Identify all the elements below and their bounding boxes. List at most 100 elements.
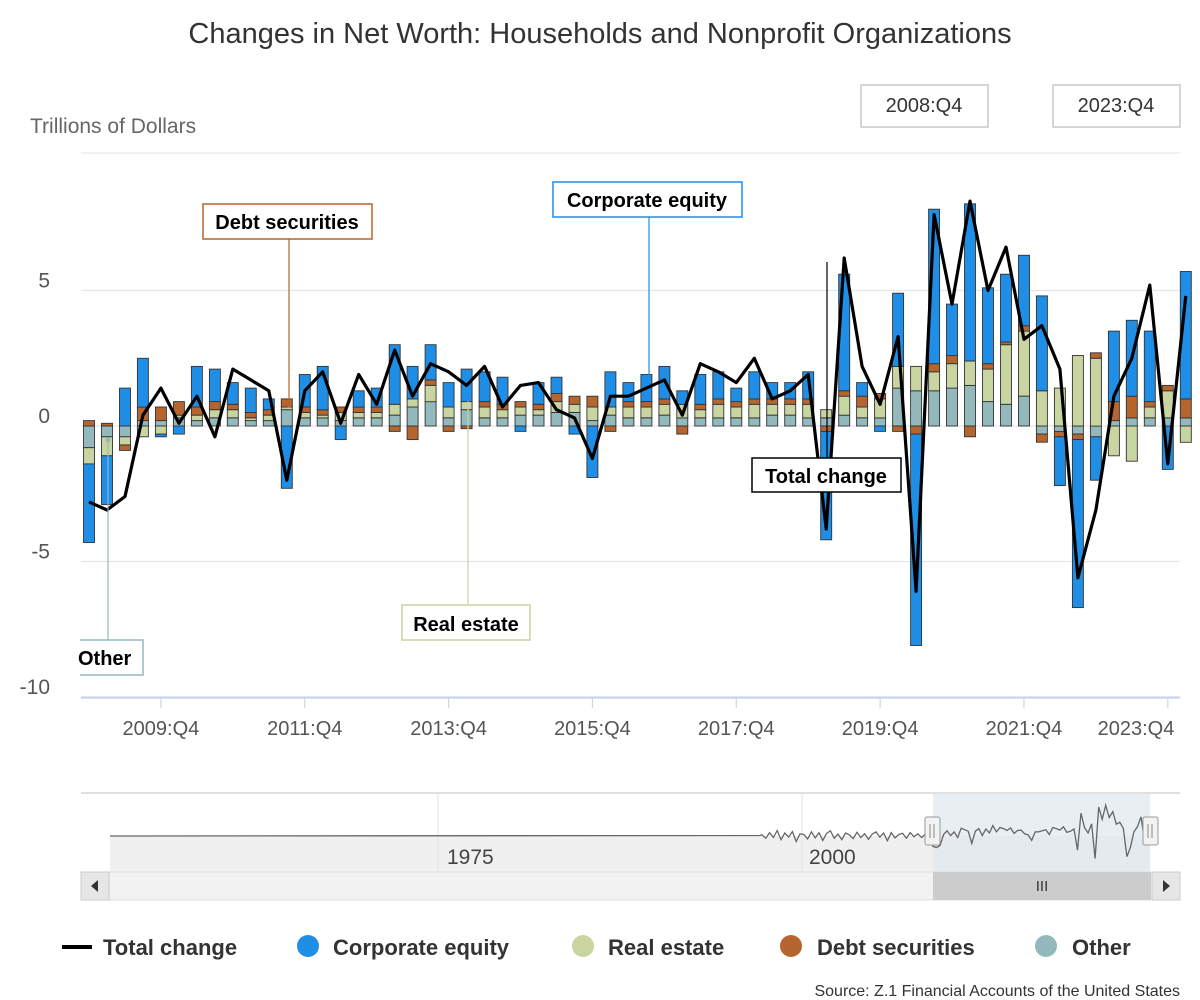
bar-debt-securities[interactable] [730,401,743,408]
bar-real-estate[interactable] [568,403,581,413]
bar-other[interactable] [226,417,239,427]
bar-debt-securities[interactable] [1125,395,1138,419]
bar-real-estate[interactable] [532,409,545,416]
bar-real-estate[interactable] [1053,387,1066,427]
bar-real-estate[interactable] [910,365,923,392]
bar-other[interactable] [119,425,131,438]
bar-real-estate[interactable] [820,409,833,419]
bar-debt-securities[interactable] [838,390,851,397]
bar-debt-securities[interactable] [172,401,185,416]
bar-real-estate[interactable] [1071,355,1084,427]
bar-corporate-equity[interactable] [748,371,761,400]
legend-item-corporate-equity[interactable]: Corporate equity [297,935,510,960]
bar-other[interactable] [1143,417,1156,427]
bar-corporate-equity[interactable] [1000,273,1012,343]
bar-real-estate[interactable] [928,371,941,392]
bar-debt-securities[interactable] [568,395,581,405]
bar-real-estate[interactable] [83,447,95,465]
bar-corporate-equity[interactable] [586,425,599,478]
bar-real-estate[interactable] [640,406,653,419]
bar-real-estate[interactable] [226,409,239,419]
bar-real-estate[interactable] [1000,344,1012,405]
bar-debt-securities[interactable] [1089,352,1102,359]
bar-other[interactable] [101,425,113,438]
bar-corporate-equity[interactable] [388,344,401,405]
bar-corporate-equity[interactable] [172,425,185,435]
bar-real-estate[interactable] [316,414,329,419]
bar-debt-securities[interactable] [1035,433,1048,443]
bar-other[interactable] [604,414,617,427]
legend-item-debt-securities[interactable]: Debt securities [780,935,975,960]
navigator-handle-left[interactable] [924,816,941,846]
bar-corporate-equity[interactable] [1053,436,1066,487]
bar-other[interactable] [964,384,976,427]
bar-corporate-equity[interactable] [910,433,923,646]
bar-real-estate[interactable] [370,411,383,419]
navigator-selected-range[interactable] [933,794,1150,872]
bar-corporate-equity[interactable] [550,376,563,394]
bar-real-estate[interactable] [766,403,779,416]
bar-other[interactable] [946,387,958,427]
bar-debt-securities[interactable] [946,355,958,365]
bar-other[interactable] [856,417,869,427]
navigator[interactable]: 1975 2000 III [80,792,1181,901]
bar-real-estate[interactable] [496,409,509,419]
bar-corporate-equity[interactable] [136,357,149,408]
bar-debt-securities[interactable] [460,425,473,430]
bar-other[interactable] [442,417,455,427]
bar-other[interactable] [370,417,383,427]
bar-corporate-equity[interactable] [101,455,113,506]
bar-real-estate[interactable] [1125,425,1138,462]
bar-debt-securities[interactable] [586,395,599,408]
legend-item-other[interactable]: Other [1035,935,1131,960]
bar-real-estate[interactable] [388,403,401,416]
bar-debt-securities[interactable] [910,425,923,435]
bar-other[interactable] [694,417,707,427]
bar-debt-securities[interactable] [226,403,239,411]
bar-real-estate[interactable] [352,411,365,419]
navigator-scrollbar-thumb[interactable] [933,872,1151,900]
bar-corporate-equity[interactable] [334,425,347,441]
bar-corporate-equity[interactable] [119,387,131,427]
bar-corporate-equity[interactable] [244,387,257,413]
bar-corporate-equity[interactable] [928,208,941,365]
bar-other[interactable] [460,409,473,427]
bar-real-estate[interactable] [478,406,491,419]
bar-other[interactable] [712,417,725,427]
bar-corporate-equity[interactable] [946,303,958,357]
bar-real-estate[interactable] [712,403,725,419]
bar-other[interactable] [280,409,293,427]
bar-corporate-equity[interactable] [1089,436,1102,481]
bar-corporate-equity[interactable] [442,382,455,408]
bar-real-estate[interactable] [964,360,976,386]
bar-real-estate[interactable] [1089,357,1102,427]
bar-other[interactable] [640,417,653,427]
bar-real-estate[interactable] [856,406,869,419]
bar-other[interactable] [298,417,311,427]
bar-debt-securities[interactable] [712,398,725,405]
bar-debt-securities[interactable] [101,422,113,427]
bar-debt-securities[interactable] [856,395,869,408]
bar-debt-securities[interactable] [982,363,994,370]
bar-real-estate[interactable] [1179,425,1192,443]
bar-real-estate[interactable] [838,395,851,416]
bar-other[interactable] [784,414,797,427]
bar-other[interactable] [586,420,599,427]
bar-other[interactable] [550,411,563,427]
bar-other[interactable] [1018,395,1030,427]
bar-real-estate[interactable] [136,425,149,438]
bar-debt-securities[interactable] [478,401,491,408]
bar-other[interactable] [982,401,994,427]
bar-debt-securities[interactable] [388,425,401,432]
legend-item-real-estate[interactable]: Real estate [572,935,724,960]
bar-debt-securities[interactable] [820,425,833,432]
bar-corporate-equity[interactable] [1143,330,1156,403]
bar-debt-securities[interactable] [604,425,617,432]
bar-debt-securities[interactable] [748,398,761,405]
bar-real-estate[interactable] [1035,390,1048,427]
bar-debt-securities[interactable] [370,406,383,413]
bar-other[interactable] [874,417,887,427]
bar-debt-securities[interactable] [280,398,293,408]
bar-other[interactable] [820,417,833,427]
bar-corporate-equity[interactable] [1035,295,1048,392]
